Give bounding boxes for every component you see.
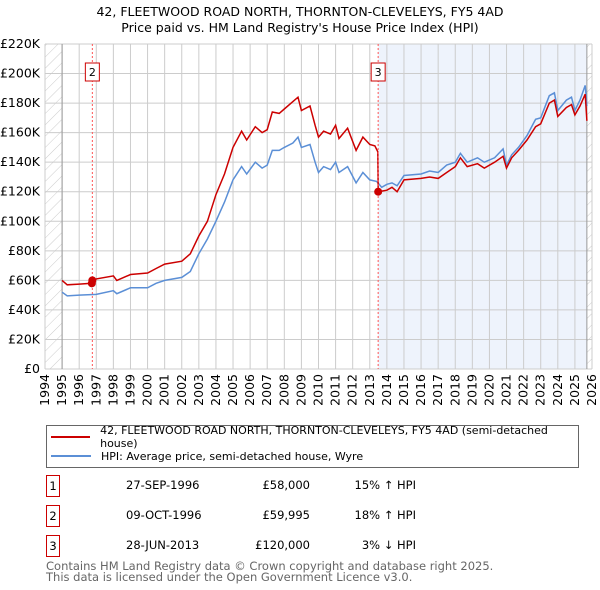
x-tick-label: 2013 xyxy=(362,374,377,406)
legend-item-property: 42, FLEETWOOD ROAD NORTH, THORNTON-CLEVE… xyxy=(51,424,578,450)
x-tick-label: 1998 xyxy=(105,374,120,406)
y-tick-label: £100K xyxy=(0,213,41,228)
y-tick-label: £40K xyxy=(8,302,41,317)
transaction-hpi: 3% ↓ HPI xyxy=(361,538,416,552)
x-tick-label: 2011 xyxy=(328,374,343,406)
x-tick-label: 2009 xyxy=(293,374,308,406)
x-tick-label: 2020 xyxy=(481,374,496,406)
transaction-row: 1 27-SEP-1996 £58,000 15% ↑ HPI xyxy=(46,475,446,497)
price-chart: 2 3 £0 £20K £40K £60K £80K £100K £120K £140K £160K… xyxy=(0,36,599,406)
x-tick-label: 2007 xyxy=(259,374,274,406)
hatched-no-data-left xyxy=(45,44,63,369)
x-tick-label: 2004 xyxy=(208,374,223,406)
x-tick-label: 2019 xyxy=(464,374,479,406)
transaction-price: £59,995 xyxy=(262,508,310,522)
footer-line: This data is licensed under the Open Gov… xyxy=(46,570,413,584)
x-tick-label: 2023 xyxy=(533,374,548,406)
x-tick-label: 2014 xyxy=(379,374,394,406)
x-tick-label: 1996 xyxy=(71,374,86,406)
x-tick-label: 2006 xyxy=(242,374,257,406)
y-tick-label: £80K xyxy=(8,243,41,258)
x-tick-label: 2024 xyxy=(550,374,565,406)
y-tick-label: £160K xyxy=(0,125,41,140)
y-tick-label: £20K xyxy=(8,331,41,346)
y-tick-label: £220K xyxy=(0,36,41,51)
x-tick-label: 2025 xyxy=(567,374,582,406)
legend-item-hpi: HPI: Average price, semi-detached house,… xyxy=(51,448,363,464)
transaction-hpi: 18% ↑ HPI xyxy=(354,508,416,522)
x-tick-label: 2026 xyxy=(584,374,599,406)
x-tick-label: 2012 xyxy=(345,374,360,406)
hatched-no-data-right xyxy=(586,44,592,369)
legend-label: 42, FLEETWOOD ROAD NORTH, THORNTON-CLEVE… xyxy=(100,424,548,450)
x-tick-label: 2000 xyxy=(140,374,155,406)
transaction-number: 2 xyxy=(46,505,60,527)
transaction-price: £120,000 xyxy=(255,538,310,552)
legend-label: HPI: Average price, semi-detached house,… xyxy=(101,449,364,463)
x-tick-label: 2002 xyxy=(174,374,189,406)
y-tick-label: £200K xyxy=(0,66,41,81)
sale-annotation-box xyxy=(370,62,386,82)
x-tick-label: 2021 xyxy=(499,374,514,406)
x-tick-label: 2017 xyxy=(430,374,445,406)
x-tick-label: 2015 xyxy=(396,374,411,406)
transaction-date: 28-JUN-2013 xyxy=(126,538,200,552)
transaction-date: 27-SEP-1996 xyxy=(126,478,200,492)
y-tick-label: £140K xyxy=(0,154,41,169)
sale-point xyxy=(88,276,97,285)
sale-annotation-label: 3 xyxy=(375,66,382,79)
x-tick-label: 2022 xyxy=(516,374,531,406)
legend-swatch-blue xyxy=(51,455,91,457)
x-tick-label: 2003 xyxy=(191,374,206,406)
sale-annotation-box xyxy=(84,62,100,82)
sale-annotation-label: 2 xyxy=(89,66,96,79)
chart-subtitle: Price paid vs. HM Land Registry's House … xyxy=(121,20,479,35)
transaction-row: 2 09-OCT-1996 £59,995 18% ↑ HPI xyxy=(46,505,446,527)
transaction-price: £58,000 xyxy=(262,478,310,492)
transaction-number: 3 xyxy=(46,535,60,557)
x-tick-label: 1997 xyxy=(88,374,103,406)
x-tick-label: 2010 xyxy=(311,374,326,406)
transaction-date: 09-OCT-1996 xyxy=(126,508,202,522)
x-tick-label: 2018 xyxy=(447,374,462,406)
sale-point xyxy=(374,187,383,196)
x-tick-label: 1994 xyxy=(37,374,52,406)
x-tick-label: 2016 xyxy=(413,374,428,406)
y-tick-label: £180K xyxy=(0,95,41,110)
legend-swatch-red xyxy=(51,436,91,438)
footer-line: Contains HM Land Registry data © Crown c… xyxy=(46,559,494,573)
hpi-line xyxy=(61,85,588,297)
transaction-number: 1 xyxy=(46,475,60,497)
x-tick-label: 1999 xyxy=(122,374,137,406)
x-tick-label: 1995 xyxy=(54,374,69,406)
price-paid-line xyxy=(61,93,588,286)
y-tick-label: £60K xyxy=(8,272,41,287)
chart-title: 42, FLEETWOOD ROAD NORTH, THORNTON-CLEVE… xyxy=(96,4,504,19)
y-tick-label: £120K xyxy=(0,184,41,199)
y-tick-label: £0 xyxy=(24,361,40,376)
chart-legend: 42, FLEETWOOD ROAD NORTH, THORNTON-CLEVE… xyxy=(46,424,579,468)
footer-attribution: Contains HM Land Registry data © Crown c… xyxy=(46,559,494,584)
x-tick-label: 2005 xyxy=(225,374,240,406)
transaction-row: 3 28-JUN-2013 £120,000 3% ↓ HPI xyxy=(46,535,446,557)
x-tick-label: 2008 xyxy=(276,374,291,406)
transaction-hpi: 15% ↑ HPI xyxy=(354,478,416,492)
post-sale-shading xyxy=(378,44,587,369)
x-tick-label: 2001 xyxy=(157,374,172,406)
